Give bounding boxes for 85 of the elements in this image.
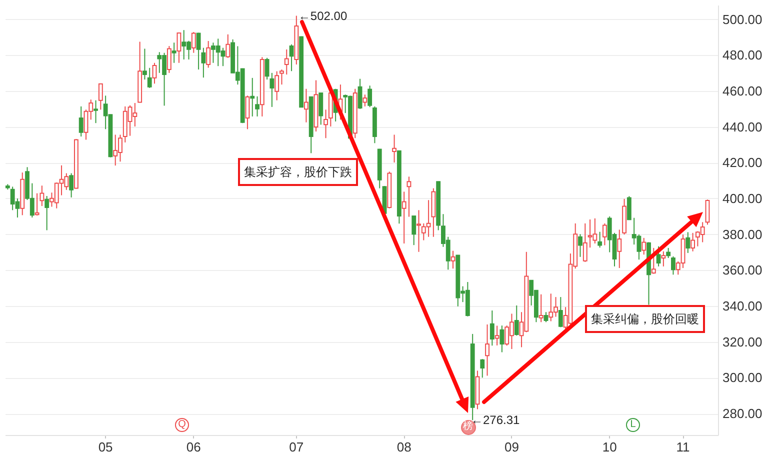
candlestick <box>661 250 666 267</box>
candlestick <box>304 88 308 123</box>
candlestick <box>416 210 421 252</box>
x-tick-label: 07 <box>289 440 304 454</box>
x-tick-label: 09 <box>504 440 519 454</box>
candlestick <box>617 229 622 269</box>
candlestick <box>78 106 84 138</box>
candlestick <box>358 78 362 110</box>
candlestick <box>94 100 98 124</box>
candlestick <box>450 250 456 270</box>
candlestick <box>392 134 396 163</box>
candlestick <box>226 34 230 58</box>
candlestick <box>264 57 270 80</box>
x-tick-label: 08 <box>396 440 412 454</box>
candlestick <box>98 83 103 110</box>
candlestick <box>284 48 289 76</box>
candlestick <box>250 77 255 117</box>
candlestick <box>40 185 44 207</box>
y-tick-label: 460.00 <box>722 84 762 98</box>
candlestick <box>166 46 172 74</box>
candlestick <box>582 222 588 262</box>
candlestick <box>196 32 201 70</box>
candlestick <box>485 324 490 376</box>
candlestick <box>152 62 157 84</box>
candlestick <box>480 358 485 378</box>
candlestick <box>368 85 372 108</box>
candlestick <box>34 192 40 216</box>
y-tick-label: 280.00 <box>722 406 762 421</box>
candlestick <box>642 237 646 256</box>
annotation: 集采扩容，股价下跌 <box>238 158 358 186</box>
candlestick <box>406 176 412 218</box>
candlestick <box>671 256 676 276</box>
candlestick <box>626 196 632 220</box>
y-tick-label: 320.00 <box>722 334 762 350</box>
candlestick <box>602 222 607 246</box>
candlestick <box>686 232 690 254</box>
y-tick-label: 440.00 <box>722 119 762 134</box>
candlestick <box>544 312 548 323</box>
candlestick <box>69 172 74 198</box>
candlestick <box>402 191 406 244</box>
candlestick <box>578 234 582 258</box>
y-tick-label: 300.00 <box>722 370 762 386</box>
x-tick-label: 05 <box>98 440 113 454</box>
candlestick <box>274 70 280 101</box>
candlestick <box>514 304 519 336</box>
candlestick <box>201 47 206 78</box>
y-tick-label: 400.00 <box>722 191 762 206</box>
candlestick <box>280 69 284 86</box>
candlestick <box>142 48 147 80</box>
candlestick <box>44 195 50 231</box>
x-tick-label: 06 <box>186 440 201 454</box>
candlestick <box>191 32 196 54</box>
candlestick <box>318 92 324 126</box>
y-tick-label: 500.00 <box>722 12 762 27</box>
candlestick <box>245 95 250 130</box>
candlestick <box>490 310 494 346</box>
candlestick <box>270 72 274 108</box>
candlestick <box>598 231 602 248</box>
candlestick <box>690 232 696 252</box>
candlestick <box>656 246 661 267</box>
annotation: ←502.00 <box>298 8 348 23</box>
candlestick <box>666 247 671 258</box>
x-tick-label: 10 <box>602 440 617 454</box>
candlestick <box>147 67 152 88</box>
annotation: 集采纠偏，股价回暖 <box>585 305 705 333</box>
y-tick-label: 480.00 <box>722 48 762 63</box>
y-tick-label: 420.00 <box>722 155 762 170</box>
y-tick-label: 360.00 <box>722 262 762 278</box>
candlestick <box>324 109 328 139</box>
candlestick <box>289 44 294 72</box>
candlestick <box>412 215 416 246</box>
candlestick <box>538 294 544 323</box>
candlestick <box>176 32 182 64</box>
candlestick <box>494 325 500 346</box>
candlestick <box>558 296 563 328</box>
y-tick-label: 380.00 <box>722 226 762 242</box>
candlestick <box>206 40 211 68</box>
candlestick <box>651 247 656 274</box>
x-tick-label: 11 <box>676 440 690 454</box>
candlestick <box>255 96 260 117</box>
y-tick-label: 340.00 <box>722 298 762 314</box>
candlestick <box>500 325 504 353</box>
candlestick <box>172 42 176 64</box>
candlestick <box>362 94 368 107</box>
candlestick <box>705 199 710 226</box>
